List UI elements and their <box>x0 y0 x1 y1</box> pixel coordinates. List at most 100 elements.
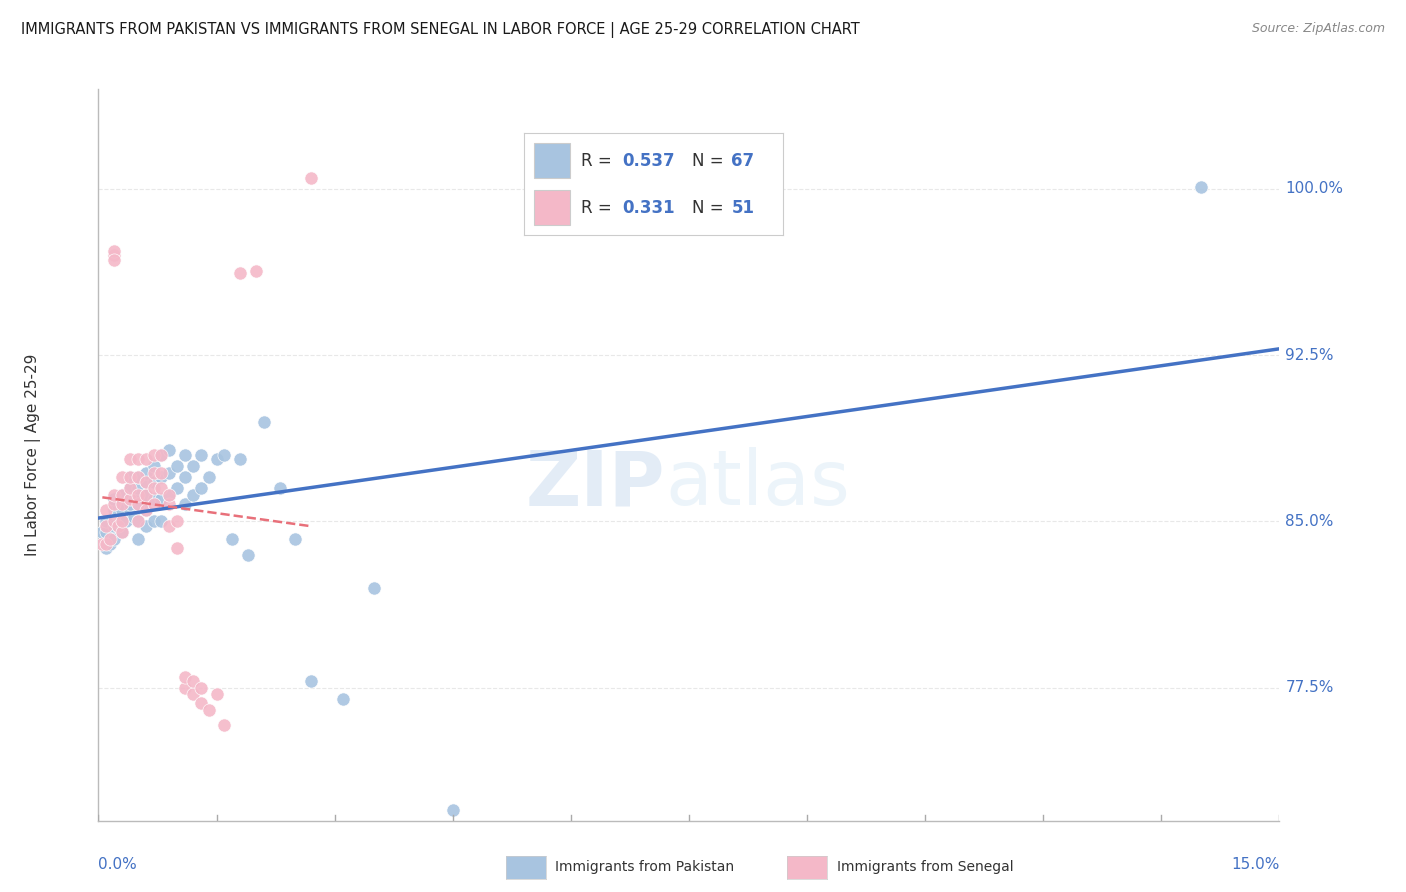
Point <box>157 443 180 458</box>
Point <box>197 470 219 484</box>
Text: R =: R = <box>581 199 617 217</box>
Point <box>221 532 243 546</box>
Point <box>103 532 125 546</box>
Point <box>103 248 125 262</box>
Point <box>150 492 173 507</box>
Point <box>111 525 134 540</box>
Point <box>135 475 157 489</box>
Point <box>150 448 173 462</box>
Point <box>332 691 354 706</box>
Text: 0.537: 0.537 <box>623 152 675 169</box>
Point <box>96 515 118 529</box>
Point <box>363 581 385 595</box>
Text: 0.331: 0.331 <box>623 199 675 217</box>
Point <box>236 548 259 562</box>
Point <box>107 519 129 533</box>
FancyBboxPatch shape <box>534 144 571 178</box>
Point <box>98 536 121 550</box>
Point <box>103 515 125 529</box>
Point <box>127 515 149 529</box>
Point <box>127 497 149 511</box>
Point <box>111 497 134 511</box>
Point <box>96 541 118 555</box>
Point <box>118 503 141 517</box>
Point <box>103 503 125 517</box>
Text: IMMIGRANTS FROM PAKISTAN VS IMMIGRANTS FROM SENEGAL IN LABOR FORCE | AGE 25-29 C: IMMIGRANTS FROM PAKISTAN VS IMMIGRANTS F… <box>21 22 860 38</box>
Text: R =: R = <box>581 152 617 169</box>
Point <box>166 481 188 495</box>
Point <box>118 470 141 484</box>
Point <box>111 510 134 524</box>
Point <box>98 532 121 546</box>
Point <box>122 510 145 524</box>
Point <box>299 170 322 185</box>
Text: Source: ZipAtlas.com: Source: ZipAtlas.com <box>1251 22 1385 36</box>
Text: 92.5%: 92.5% <box>1285 348 1334 363</box>
Text: 100.0%: 100.0% <box>1285 181 1343 196</box>
Point <box>91 525 114 540</box>
Point <box>135 475 157 489</box>
Point <box>197 703 219 717</box>
Point <box>214 448 236 462</box>
Point <box>166 458 188 473</box>
Point <box>111 525 134 540</box>
Point <box>127 470 149 484</box>
Point <box>229 452 252 467</box>
Point <box>157 519 180 533</box>
Point <box>214 718 236 732</box>
Point <box>111 497 134 511</box>
Text: 77.5%: 77.5% <box>1285 681 1334 695</box>
Point <box>118 492 141 507</box>
Point <box>127 481 149 495</box>
Point <box>127 470 149 484</box>
Point <box>127 452 149 467</box>
Point <box>142 466 165 480</box>
Point <box>181 458 204 473</box>
Point <box>135 503 157 517</box>
Text: Immigrants from Senegal: Immigrants from Senegal <box>837 860 1014 874</box>
Point <box>269 481 291 495</box>
Point <box>150 448 173 462</box>
Text: In Labor Force | Age 25-29: In Labor Force | Age 25-29 <box>25 354 41 556</box>
Text: 85.0%: 85.0% <box>1285 514 1334 529</box>
Text: Immigrants from Pakistan: Immigrants from Pakistan <box>555 860 734 874</box>
Point <box>96 519 118 533</box>
FancyBboxPatch shape <box>534 190 571 226</box>
Point <box>107 519 129 533</box>
Point <box>181 687 204 701</box>
Point <box>111 515 134 529</box>
Point <box>150 481 173 495</box>
Point <box>135 466 157 480</box>
Point <box>190 448 212 462</box>
Point <box>127 492 149 507</box>
Point <box>142 515 165 529</box>
Point <box>127 532 149 546</box>
Point <box>111 488 134 502</box>
Point <box>174 681 197 695</box>
Point <box>205 687 228 701</box>
Point <box>150 470 173 484</box>
Point <box>96 503 118 517</box>
Text: 51: 51 <box>731 199 755 217</box>
Point <box>190 696 212 710</box>
Point <box>127 515 149 529</box>
Text: 0.0%: 0.0% <box>98 857 138 872</box>
Point <box>142 497 165 511</box>
Point <box>103 252 125 267</box>
Point <box>103 488 125 502</box>
Point <box>118 481 141 495</box>
Point <box>142 448 165 462</box>
Point <box>118 492 141 507</box>
Text: N =: N = <box>693 152 730 169</box>
Point <box>135 519 157 533</box>
Point <box>103 519 125 533</box>
Point <box>190 681 212 695</box>
Point <box>118 497 141 511</box>
Point <box>111 503 134 517</box>
Point <box>245 264 267 278</box>
Point <box>135 452 157 467</box>
Point <box>166 541 188 555</box>
Point <box>181 488 204 502</box>
Point <box>157 488 180 502</box>
Point <box>190 481 212 495</box>
